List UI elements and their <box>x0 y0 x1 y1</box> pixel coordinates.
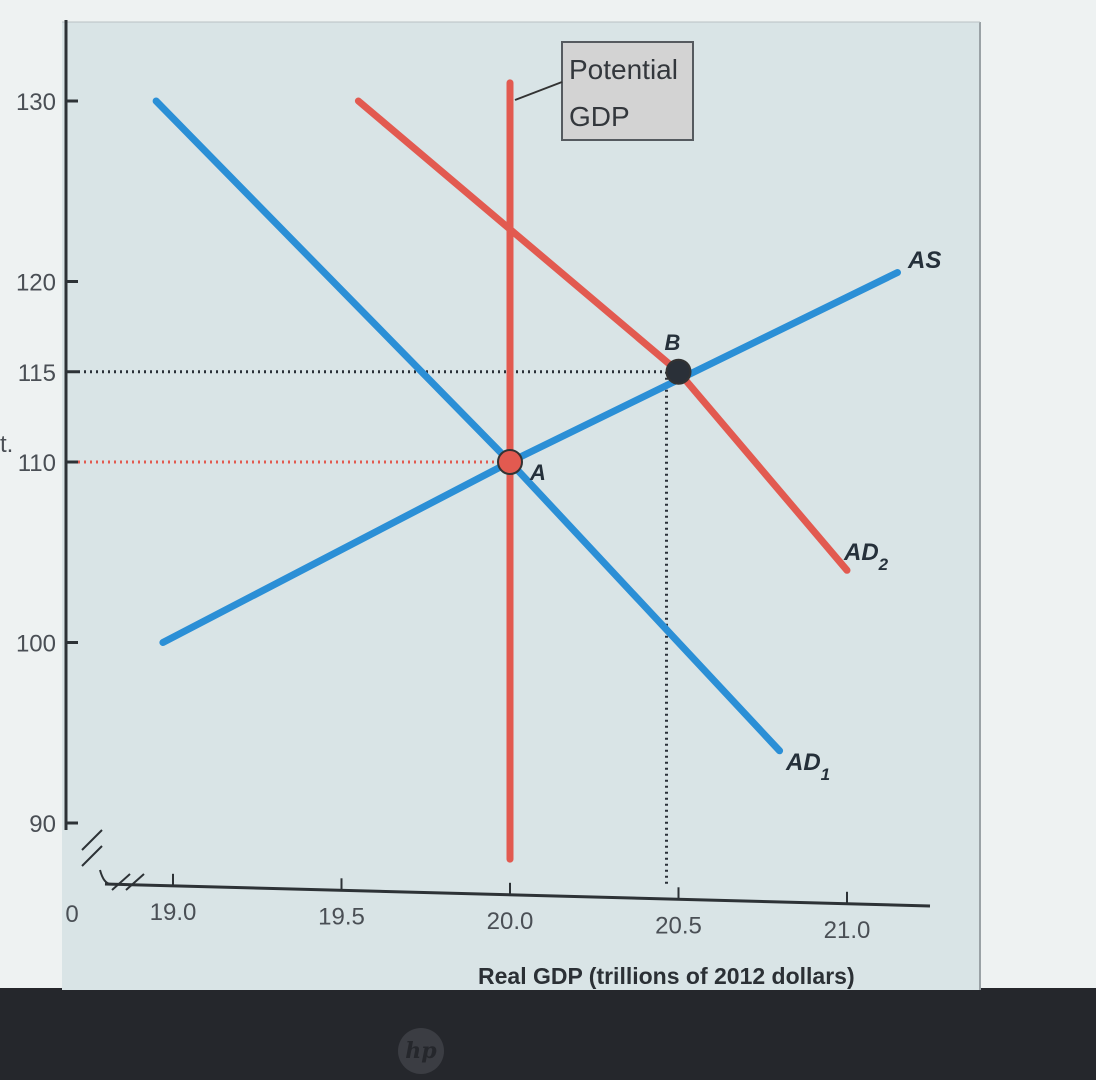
y-tick-label: 120 <box>16 270 56 297</box>
x-tick-label: 19.5 <box>318 903 365 930</box>
x-axis-line <box>104 882 931 908</box>
ad1-curve-label: AD1 <box>785 749 830 784</box>
x-origin-label: 0 <box>65 901 78 928</box>
equilibrium-point-b <box>665 358 692 385</box>
y-tick-label: 100 <box>16 631 56 658</box>
y-tick-label: 115 <box>18 360 56 387</box>
point-label-a: A <box>529 460 546 485</box>
potential-gdp-leader <box>514 81 563 101</box>
x-tick-label: 20.0 <box>487 908 534 935</box>
y-tick-label: 90 <box>29 811 56 838</box>
x-tick-label: 20.5 <box>655 912 702 939</box>
hp-logo-icon: hp <box>398 1028 444 1074</box>
potential-gdp-text-2: GDP <box>569 101 630 132</box>
potential-gdp-text-1: Potential <box>569 54 678 85</box>
equilibrium-point-a <box>497 449 523 475</box>
ad-as-chart: 130 120 115 110 100 90 0 19.0 19.5 20.0 20.5 21.0 A… <box>0 20 981 990</box>
point-label-b: B <box>665 330 681 355</box>
x-axis-break <box>111 873 145 891</box>
margin-fragment: t. <box>0 431 13 458</box>
plot-panel <box>62 22 980 990</box>
monitor-bezel <box>0 988 1096 1080</box>
as-curve-label: AS <box>907 247 941 274</box>
guide-lines <box>78 370 679 888</box>
potential-gdp-label-box: Potential GDP <box>514 41 694 141</box>
y-tick-label: 110 <box>18 450 56 477</box>
y-tick-label: 130 <box>16 89 56 116</box>
axes: 130 120 115 110 100 90 0 19.0 19.5 20.0 20.5 21.0 <box>16 20 931 944</box>
ad2-curve-label: AD2 <box>843 539 889 574</box>
y-axis-break <box>81 829 103 867</box>
x-tick-label: 19.0 <box>150 899 197 926</box>
axis-break-curve <box>99 869 113 886</box>
x-tick-label: 21.0 <box>824 917 871 944</box>
x-axis-title: Real GDP (trillions of 2012 dollars) <box>478 963 855 989</box>
points-layer: AB <box>497 330 692 485</box>
